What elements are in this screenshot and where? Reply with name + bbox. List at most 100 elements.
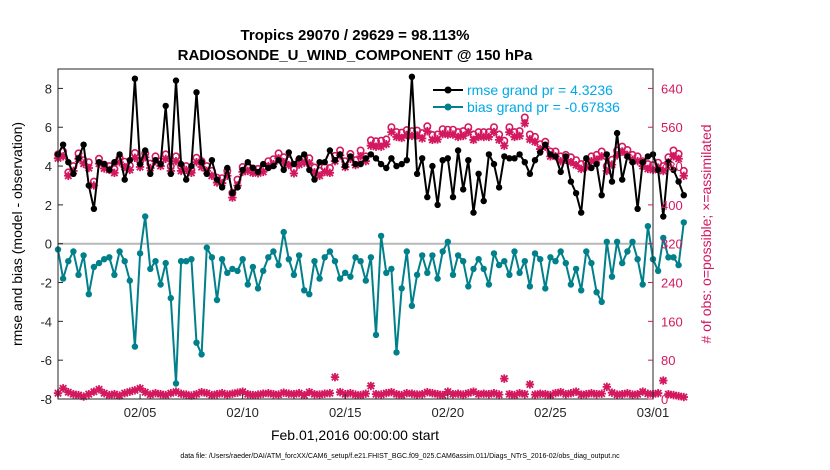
assimilated-low-point bbox=[248, 390, 258, 400]
legend-bias-label: bias grand pr = -0.67836 bbox=[467, 99, 620, 115]
bias-point bbox=[613, 238, 621, 245]
assimilated-obs-point bbox=[423, 126, 432, 136]
bias-point bbox=[321, 254, 328, 261]
assimilated-low-point bbox=[274, 390, 283, 399]
rmse-point bbox=[372, 155, 380, 162]
assimilated-low-point bbox=[484, 389, 494, 399]
bias-point bbox=[619, 259, 626, 267]
assimilated-obs-point bbox=[510, 132, 519, 142]
rmse-point bbox=[131, 75, 139, 82]
assimilated-obs-point bbox=[223, 171, 232, 180]
chart-title-line1: Tropics 29070 / 29629 = 98.113% bbox=[241, 27, 470, 44]
assimilated-obs-point bbox=[525, 135, 535, 144]
rmse-point bbox=[449, 193, 457, 201]
bias-point bbox=[265, 254, 272, 261]
rmse-point bbox=[152, 157, 159, 164]
bias-series bbox=[54, 213, 687, 387]
assimilated-obs-point bbox=[607, 160, 617, 169]
assimilated-low-point bbox=[279, 388, 288, 397]
assimilated-low-point bbox=[182, 390, 191, 399]
assimilated-obs-point bbox=[530, 137, 540, 146]
assimilated-low-point bbox=[453, 389, 463, 398]
assimilated-low-point bbox=[576, 390, 586, 399]
bias-point bbox=[295, 252, 303, 259]
assimilated-low-point bbox=[679, 392, 688, 402]
assimilated-low-point bbox=[212, 389, 222, 399]
assimilated-low-point bbox=[94, 385, 104, 394]
rmse-point bbox=[419, 155, 426, 162]
assimilated-low-point bbox=[140, 388, 150, 397]
rmse-point bbox=[326, 147, 334, 154]
rmse-point bbox=[480, 197, 487, 205]
bias-point bbox=[70, 248, 77, 255]
legend-rmse-label: rmse grand pr = 4.3236 bbox=[467, 82, 613, 98]
bias-point bbox=[208, 254, 216, 261]
bias-point bbox=[377, 232, 385, 240]
assimilated-obs-point bbox=[376, 142, 386, 151]
bias-point bbox=[429, 252, 436, 259]
bias-point bbox=[398, 285, 405, 292]
rmse-point bbox=[470, 209, 477, 216]
assimilated-obs-point bbox=[659, 166, 668, 176]
assimilated-low-point bbox=[187, 391, 196, 400]
bias-point bbox=[439, 248, 446, 255]
rmse-point bbox=[460, 186, 467, 193]
assimilated-low-point bbox=[315, 390, 324, 399]
rmse-point bbox=[162, 102, 169, 110]
right-y-tick-label: 80 bbox=[661, 353, 675, 368]
bias-point bbox=[213, 296, 221, 304]
x-axis-ticks: 02/05 02/10 02/15 02/20 02/25 03/01 bbox=[124, 394, 669, 420]
bias-point bbox=[347, 273, 354, 280]
assimilated-obs-point bbox=[310, 168, 319, 177]
bias-point bbox=[675, 261, 682, 269]
assimilated-low-point bbox=[197, 388, 206, 397]
left-y-tick-label: 8 bbox=[45, 81, 52, 96]
data-file-footnote: data file: /Users/raeder/DAI/ATM_forcXX/… bbox=[180, 453, 620, 460]
bias-point bbox=[434, 275, 441, 282]
assimilated-obs-point bbox=[146, 163, 155, 173]
assimilated-obs-point bbox=[479, 132, 488, 142]
assimilated-low-point bbox=[464, 388, 473, 398]
bias-point bbox=[95, 259, 103, 267]
assimilated-low-point bbox=[602, 382, 612, 392]
rmse-point bbox=[208, 157, 216, 164]
assimilated-obs-point bbox=[217, 178, 227, 188]
assimilated-low-point bbox=[505, 389, 514, 399]
assimilated-obs-point bbox=[433, 135, 442, 144]
rmse-point bbox=[198, 159, 205, 166]
assimilated-low-point bbox=[556, 388, 565, 397]
right-y-tick-label: 0 bbox=[661, 392, 668, 407]
bias-point bbox=[521, 258, 528, 265]
rmse-point bbox=[603, 151, 610, 158]
assimilated-low-point bbox=[674, 391, 683, 401]
assimilated-obs-point bbox=[371, 142, 381, 151]
bias-point bbox=[136, 250, 144, 257]
assimilated-low-point bbox=[571, 387, 581, 396]
rmse-point bbox=[429, 162, 436, 170]
rmse-point bbox=[680, 192, 687, 199]
bias-point bbox=[249, 263, 257, 271]
assimilated-obs-point bbox=[300, 158, 309, 167]
assimilated-obs-point bbox=[120, 162, 129, 172]
assimilated-low-point bbox=[310, 389, 319, 399]
rmse-point bbox=[526, 170, 534, 177]
assimilated-low-point bbox=[638, 387, 647, 396]
assimilated-low-point bbox=[412, 390, 422, 399]
bias-point bbox=[260, 267, 267, 275]
rmse-point bbox=[424, 193, 431, 201]
assimilated-low-point bbox=[474, 389, 483, 399]
x-tick-label: 03/01 bbox=[637, 405, 670, 420]
bias-point bbox=[537, 256, 544, 263]
rmse-point bbox=[660, 213, 667, 220]
rmse-point bbox=[254, 168, 262, 176]
left-y-tick-label: -2 bbox=[40, 276, 52, 291]
rmse-point bbox=[454, 147, 462, 154]
assimilated-obs-point bbox=[489, 127, 499, 137]
assimilated-low-point bbox=[171, 387, 181, 396]
assimilated-low-point bbox=[146, 390, 155, 399]
plot-frame bbox=[57, 68, 654, 400]
rmse-point bbox=[280, 166, 287, 174]
assimilated-obs-point bbox=[366, 141, 376, 150]
assimilated-obs-point bbox=[325, 168, 335, 178]
bias-point bbox=[454, 252, 462, 259]
